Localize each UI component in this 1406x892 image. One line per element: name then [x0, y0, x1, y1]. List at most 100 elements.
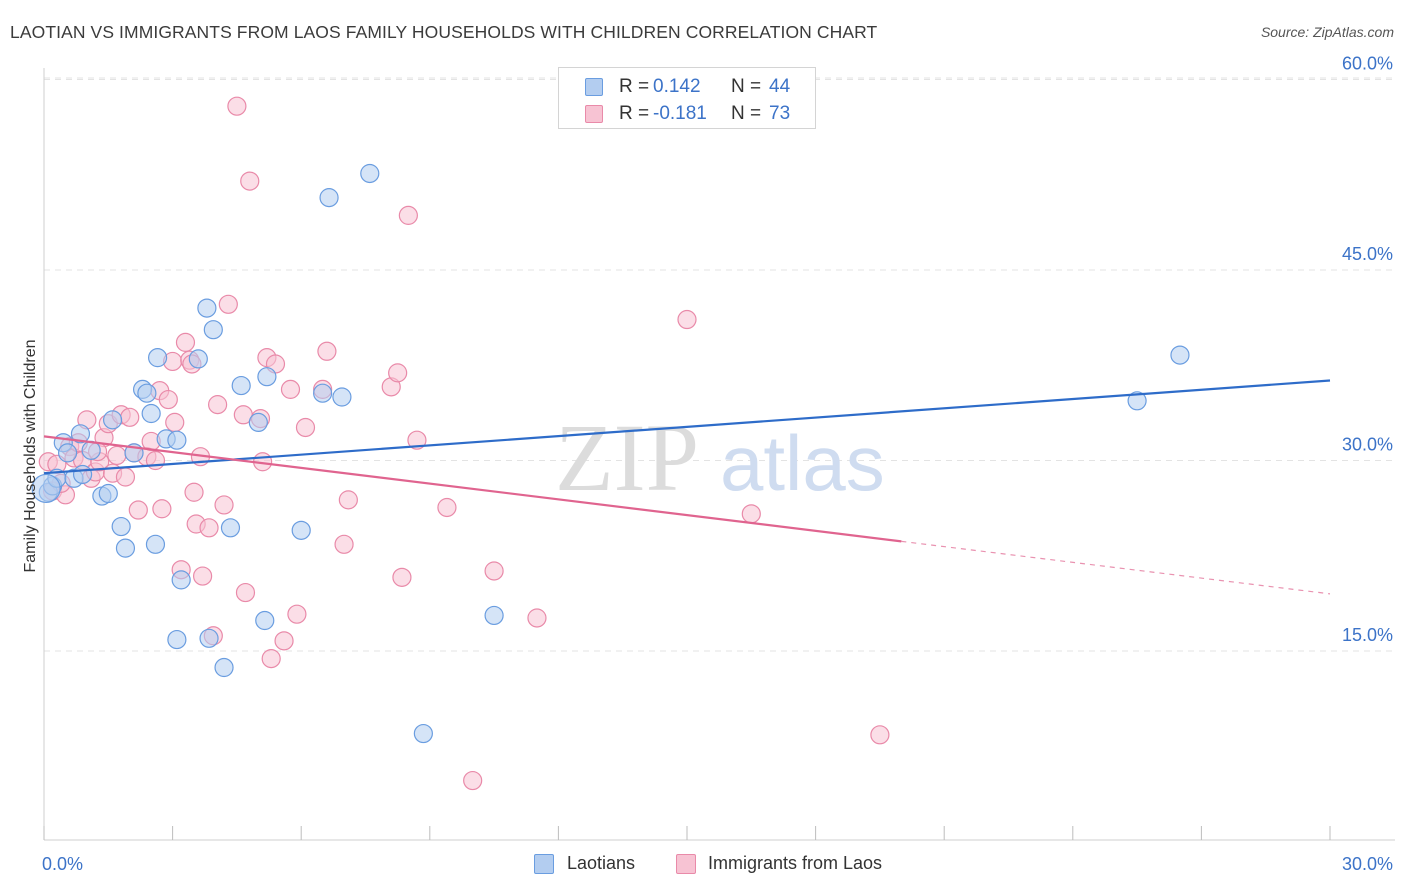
point-immigrants	[152, 499, 172, 519]
point-immigrants	[274, 631, 294, 651]
tick-labels: 15.0% 30.0% 45.0% 60.0% 0.0% 30.0%	[42, 54, 1393, 875]
point-laotians	[137, 383, 157, 403]
point-immigrants	[240, 171, 260, 191]
legend-swatch-immigrants	[676, 854, 696, 874]
point-immigrants	[128, 500, 148, 520]
point-laotians	[313, 383, 333, 403]
trendline-immigrants-extension	[901, 540, 1331, 595]
point-immigrants	[398, 205, 418, 225]
watermark-zip: ZIP	[555, 404, 699, 511]
legend-swatch-immigrants	[585, 105, 603, 123]
point-immigrants	[193, 566, 213, 586]
point-laotians	[291, 520, 311, 540]
trend-lines	[43, 379, 1331, 595]
point-laotians	[171, 570, 191, 590]
point-laotians	[360, 163, 380, 184]
y-tick-label: 60.0%	[1342, 54, 1393, 74]
point-laotians	[257, 367, 277, 387]
point-immigrants	[199, 518, 219, 538]
legend-label-laotians: Laotians	[567, 853, 636, 873]
point-laotians	[81, 440, 101, 460]
point-laotians	[102, 410, 123, 430]
point-immigrants	[437, 497, 457, 518]
point-immigrants	[463, 770, 483, 791]
point-laotians	[197, 298, 217, 318]
point-laotians	[214, 657, 234, 678]
point-immigrants	[741, 504, 761, 524]
point-immigrants	[334, 534, 354, 554]
legend-row-immigrants: R = -0.181 N = 73	[559, 101, 815, 127]
point-immigrants	[280, 379, 301, 399]
point-laotians	[70, 424, 91, 444]
point-immigrants	[145, 450, 166, 471]
y-tick-label: 45.0%	[1342, 244, 1393, 264]
x-tick-label: 30.0%	[1342, 854, 1393, 874]
point-laotians	[255, 610, 275, 631]
r-value: 0.142	[653, 76, 701, 97]
point-immigrants	[175, 332, 196, 352]
n-label: N =	[731, 76, 762, 97]
point-laotians	[248, 412, 268, 432]
point-immigrants	[261, 649, 281, 669]
r-label: R =	[619, 103, 650, 124]
point-immigrants	[338, 490, 358, 510]
point-laotians	[115, 538, 136, 558]
n-label: N =	[731, 103, 762, 124]
point-laotians	[98, 483, 118, 504]
point-immigrants	[184, 482, 204, 502]
legend-swatch-laotians	[585, 78, 603, 96]
point-immigrants	[227, 96, 247, 116]
point-immigrants	[677, 309, 697, 330]
watermark: ZIP atlas	[555, 404, 885, 511]
r-value: -0.181	[653, 103, 707, 124]
point-laotians	[141, 403, 161, 424]
point-immigrants	[295, 417, 316, 438]
point-immigrants	[218, 294, 238, 314]
point-laotians	[1170, 345, 1190, 365]
y-axis-label: Family Households with Children	[22, 340, 39, 573]
point-laotians	[147, 348, 168, 368]
point-immigrants	[115, 467, 136, 487]
point-laotians	[332, 387, 352, 407]
y-tick-label: 15.0%	[1342, 625, 1393, 645]
point-laotians	[145, 534, 166, 554]
legend-label-immigrants: Immigrants from Laos	[708, 853, 883, 873]
point-immigrants	[527, 608, 547, 628]
point-laotians	[167, 629, 187, 650]
legend-swatch-laotians	[534, 854, 554, 874]
r-label: R =	[619, 76, 650, 97]
point-immigrants	[287, 604, 307, 624]
watermark-atlas: atlas	[720, 419, 885, 507]
n-value: 73	[769, 103, 791, 124]
point-laotians	[319, 188, 339, 208]
point-immigrants	[870, 725, 890, 745]
source-label: Source: ZipAtlas.com	[1260, 24, 1394, 40]
series-immigrants-points	[38, 96, 890, 791]
point-immigrants	[208, 395, 228, 415]
point-laotians	[111, 516, 131, 537]
point-immigrants	[317, 341, 337, 361]
y-tick-label: 30.0%	[1342, 435, 1393, 455]
point-laotians	[203, 320, 223, 340]
chart-title: LAOTIAN VS IMMIGRANTS FROM LAOS FAMILY H…	[10, 22, 878, 42]
point-immigrants	[165, 412, 185, 432]
correlation-legend: R = 0.142 N = 44 R = -0.181 N = 73	[558, 67, 816, 129]
point-laotians	[199, 628, 219, 648]
point-laotians	[57, 443, 78, 463]
point-laotians	[231, 375, 251, 396]
series-laotians-points	[31, 163, 1190, 744]
point-laotians	[1127, 391, 1147, 411]
point-laotians	[72, 464, 93, 485]
trendline-laotians	[43, 379, 1331, 475]
point-immigrants	[214, 495, 234, 515]
point-immigrants	[388, 363, 408, 383]
point-laotians	[220, 518, 241, 538]
point-immigrants	[120, 407, 140, 427]
trendline-immigrants	[43, 435, 902, 543]
point-immigrants	[484, 561, 504, 581]
point-immigrants	[158, 389, 178, 410]
point-immigrants	[235, 582, 256, 603]
point-immigrants	[107, 445, 127, 466]
x-tick-label: 0.0%	[42, 854, 83, 874]
